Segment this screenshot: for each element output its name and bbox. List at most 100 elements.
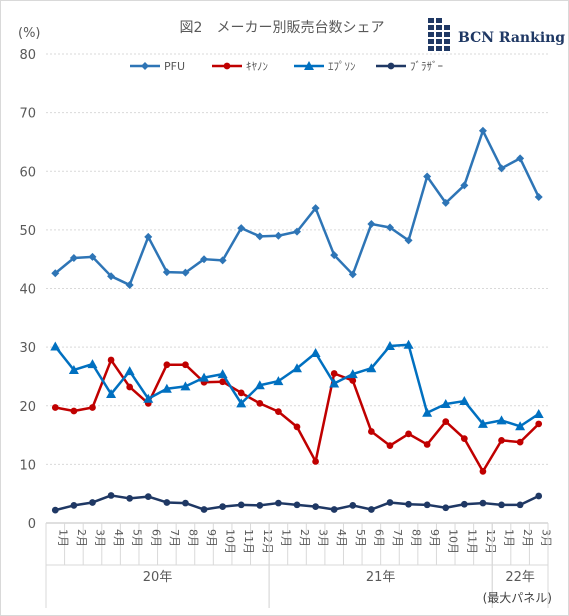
data-point	[274, 231, 283, 240]
data-point	[347, 369, 358, 379]
data-point	[163, 499, 171, 506]
y-tick-label: 50	[19, 224, 36, 239]
y-axis-ticks: 0 10 20 30 40 50 60 70 80	[19, 48, 36, 532]
x-tick-label: 3月	[540, 529, 553, 547]
y-axis-unit: (%)	[18, 26, 41, 41]
data-point	[459, 396, 470, 406]
y-tick-label: 10	[19, 458, 36, 473]
logo-block	[428, 46, 434, 51]
series-3	[50, 339, 544, 431]
data-point	[218, 256, 227, 265]
data-point	[219, 503, 226, 510]
x-tick-label: 12月	[484, 529, 497, 554]
data-point	[89, 404, 96, 411]
y-tick-label: 30	[19, 341, 36, 356]
data-point	[89, 499, 96, 506]
data-point	[162, 268, 171, 277]
series-layer	[50, 126, 544, 514]
data-point	[498, 436, 505, 444]
data-point	[293, 501, 301, 509]
series-2	[51, 356, 543, 475]
data-point	[126, 383, 134, 391]
data-point	[51, 506, 59, 514]
logo-block	[444, 25, 450, 30]
data-point	[70, 407, 78, 415]
data-point	[534, 193, 543, 202]
data-point	[516, 501, 524, 509]
x-tick-label: 2月	[298, 529, 311, 547]
x-tick-label: 12月	[261, 529, 274, 554]
data-point	[496, 415, 507, 425]
series-4	[51, 492, 543, 514]
data-point	[533, 408, 544, 418]
data-point	[442, 504, 450, 512]
data-point	[126, 495, 134, 502]
data-point	[50, 341, 61, 351]
logo-block	[444, 39, 450, 44]
legend-item: ﾌﾞﾗｻﾞｰ	[376, 60, 443, 73]
x-tick-label: 3月	[93, 529, 106, 547]
data-point	[51, 404, 59, 411]
legend-swatch-marker	[223, 62, 231, 70]
data-point	[144, 493, 152, 500]
data-point	[87, 359, 98, 369]
data-point	[367, 220, 376, 229]
data-point	[237, 501, 245, 509]
x-tick-label: 11月	[242, 529, 255, 554]
data-point	[403, 339, 414, 349]
data-point	[368, 428, 375, 435]
x-tick-label: 2月	[521, 529, 534, 547]
x-tick-label: 8月	[410, 529, 423, 547]
y-tick-label: 40	[19, 283, 36, 298]
data-point	[423, 172, 432, 181]
year-label: 21年	[366, 570, 396, 585]
data-point	[310, 347, 321, 357]
y-tick-label: 0	[28, 517, 36, 532]
data-point	[106, 389, 117, 399]
x-tick-label: 4月	[112, 529, 125, 547]
bcn-logo: BCN Ranking	[428, 18, 565, 51]
legend-label: ｴﾌﾟｿﾝ	[328, 60, 356, 73]
data-point	[460, 435, 468, 442]
data-point	[293, 423, 301, 431]
data-point	[479, 499, 487, 507]
legend-item: PFU	[130, 60, 185, 73]
data-point	[200, 255, 209, 264]
data-point	[254, 380, 265, 390]
data-point	[441, 198, 450, 207]
data-point	[311, 204, 320, 213]
legend-label: ﾌﾞﾗｻﾞｰ	[410, 60, 443, 73]
legend-label: ｷﾔﾉﾝ	[246, 60, 268, 73]
legend-swatch-marker	[304, 61, 314, 70]
data-point	[200, 506, 208, 513]
x-tick-label: 7月	[391, 529, 404, 547]
data-point	[275, 499, 282, 507]
x-tick-label: 9月	[428, 529, 441, 547]
gridlines	[46, 53, 548, 465]
data-point	[516, 438, 524, 446]
data-point	[293, 227, 301, 236]
data-point	[181, 268, 190, 277]
x-tick-label: 6月	[372, 529, 385, 547]
x-tick-label: 1月	[279, 529, 292, 547]
logo-block	[436, 32, 442, 37]
x-tick-label: 2月	[75, 529, 88, 547]
series-1	[51, 126, 543, 289]
data-point	[107, 492, 115, 499]
data-point	[182, 499, 189, 507]
data-point	[312, 458, 319, 465]
x-tick-label: 10月	[224, 529, 237, 554]
legend-label: PFU	[164, 60, 185, 73]
data-point	[349, 377, 357, 384]
legend-item: ｴﾌﾟｿﾝ	[294, 60, 356, 73]
logo-block	[428, 25, 434, 30]
data-point	[255, 232, 264, 241]
x-tick-label: 4月	[335, 529, 348, 547]
y-tick-label: 60	[19, 165, 36, 180]
logo-block	[444, 32, 450, 37]
x-tick-label: 5月	[131, 529, 144, 547]
data-point	[70, 502, 78, 509]
data-point	[124, 366, 135, 376]
x-tick-label: 1月	[503, 529, 516, 547]
